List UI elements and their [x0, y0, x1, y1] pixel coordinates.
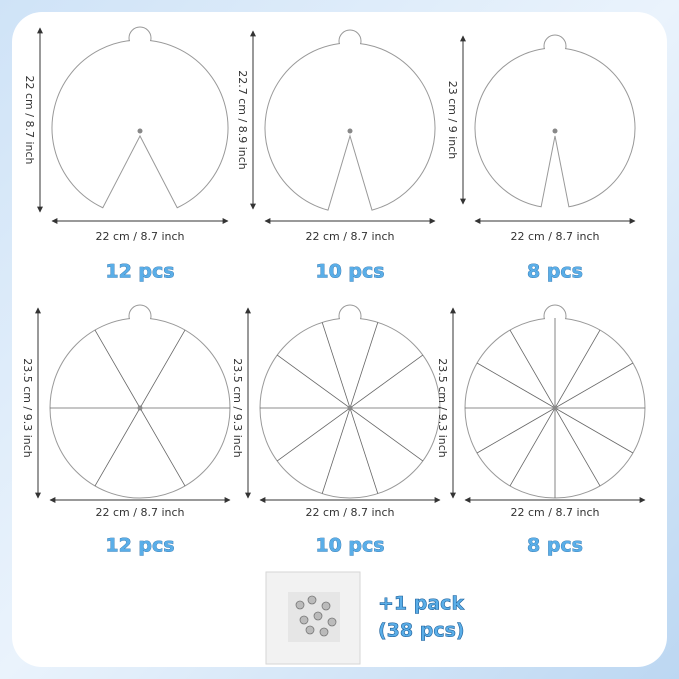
width-label: 22 cm / 8.7 inch [306, 506, 395, 519]
tab-mask [545, 46, 565, 50]
count-label: 12 pcs [105, 261, 174, 283]
tab-mask [130, 316, 150, 320]
height-label: 23.5 cm / 9.3 inch [231, 358, 244, 458]
count-label: 12 pcs [105, 535, 174, 557]
center-pin [552, 128, 558, 134]
count-label: 10 pcs [315, 535, 384, 557]
tab-mask [340, 41, 360, 45]
center-pin [137, 128, 143, 134]
tab-mask [340, 316, 360, 320]
center-pin [347, 128, 353, 134]
height-label: 23 cm / 9 inch [446, 81, 459, 160]
pin-pack [265, 571, 361, 665]
width-label: 22 cm / 8.7 inch [306, 230, 395, 243]
count-label: 8 pcs [527, 261, 583, 283]
height-label: 22.7 cm / 8.9 inch [236, 70, 249, 170]
count-label: 10 pcs [315, 261, 384, 283]
center-pin [552, 405, 558, 411]
pack-count: (38 pcs) [378, 620, 465, 642]
height-label: 23.5 cm / 9.3 inch [436, 358, 449, 458]
pack-label: +1 pack [378, 593, 464, 615]
width-label: 22 cm / 8.7 inch [96, 506, 185, 519]
center-pin [137, 405, 143, 411]
width-label: 22 cm / 8.7 inch [511, 230, 600, 243]
count-label: 8 pcs [527, 535, 583, 557]
height-label: 22 cm / 8.7 inch [23, 76, 36, 165]
width-label: 22 cm / 8.7 inch [511, 506, 600, 519]
width-label: 22 cm / 8.7 inch [96, 230, 185, 243]
height-label: 23.5 cm / 9.3 inch [21, 358, 34, 458]
tab-mask [130, 38, 150, 42]
center-pin [347, 405, 353, 411]
